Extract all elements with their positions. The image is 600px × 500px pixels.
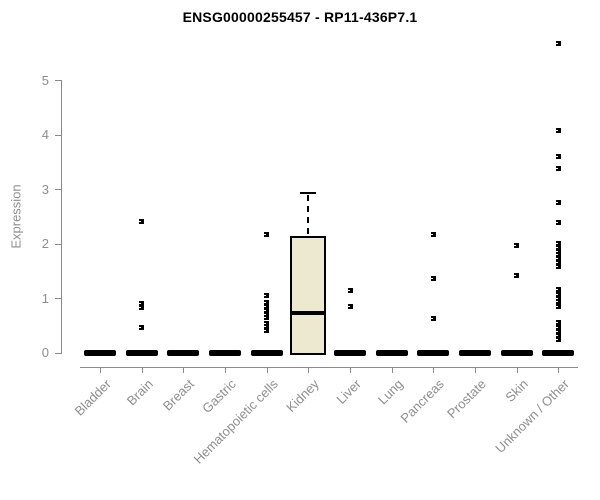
outlier-point — [555, 336, 561, 342]
collapsed-box-unknown-other — [542, 349, 575, 356]
x-tick — [516, 367, 518, 373]
y-tick-label: 4 — [41, 127, 49, 142]
outlier-point — [347, 304, 353, 310]
outlier-point — [555, 165, 561, 171]
x-tick — [558, 367, 560, 373]
outlier-point — [555, 295, 561, 301]
x-tick — [391, 367, 393, 373]
outlier-point — [347, 288, 353, 294]
x-tick — [225, 367, 226, 373]
outlier-point — [264, 328, 270, 334]
collapsed-box-hematopoietic-cells — [250, 349, 283, 356]
outlier-point — [555, 329, 561, 335]
x-tick — [266, 367, 268, 373]
outlier-point — [264, 314, 270, 320]
outlier-point — [139, 300, 145, 306]
outlier-point — [514, 272, 520, 278]
outlier-point — [555, 325, 561, 331]
x-tick — [475, 367, 477, 373]
outlier-point — [555, 128, 561, 134]
box-kidney — [290, 236, 327, 356]
outlier-point — [555, 248, 561, 254]
y-tick — [55, 134, 61, 136]
outlier-point — [264, 320, 270, 326]
y-tick — [55, 352, 61, 354]
collapsed-box-prostate — [459, 349, 492, 356]
y-tick — [55, 243, 61, 245]
y-tick-label: 0 — [41, 345, 49, 360]
y-tick-label: 1 — [41, 290, 49, 306]
outlier-point — [430, 231, 436, 237]
collapsed-box-pancreas — [417, 349, 450, 356]
outlier-point — [555, 333, 561, 339]
outlier-point — [514, 242, 520, 248]
outlier-point — [264, 311, 270, 317]
outlier-point — [264, 300, 270, 306]
y-tick — [55, 189, 61, 190]
collapsed-box-liver — [334, 349, 367, 356]
outlier-point — [555, 287, 561, 293]
y-tick-label: 3 — [41, 181, 49, 197]
x-tick — [308, 367, 310, 373]
y-tick — [55, 80, 61, 81]
outlier-point — [139, 324, 145, 330]
outlier-point — [555, 199, 561, 205]
x-tick — [141, 367, 143, 373]
y-tick-label: 2 — [41, 236, 49, 251]
outlier-point — [264, 304, 270, 310]
x-tick — [183, 367, 185, 373]
collapsed-box-bladder — [84, 349, 116, 356]
whisker-cap-kidney — [300, 191, 317, 194]
outlier-point — [139, 219, 145, 225]
x-tick — [350, 367, 352, 373]
outlier-point — [555, 244, 561, 250]
y-tick-label: 5 — [41, 72, 49, 88]
outlier-point — [555, 252, 561, 258]
outlier-point — [555, 40, 561, 46]
outlier-point — [555, 264, 561, 270]
collapsed-box-skin — [500, 349, 533, 356]
outlier-point — [264, 231, 270, 237]
outlier-point — [264, 308, 270, 314]
outlier-point — [555, 153, 561, 159]
collapsed-box-brain — [125, 349, 158, 356]
x-axis-line — [80, 367, 579, 368]
y-axis-line — [61, 80, 62, 354]
y-tick — [55, 298, 61, 299]
outlier-point — [555, 299, 561, 305]
outlier-point — [555, 260, 561, 266]
outlier-point — [555, 241, 561, 246]
outlier-point — [264, 293, 270, 299]
median-line-kidney — [292, 311, 325, 316]
x-tick — [100, 367, 101, 373]
outlier-point — [555, 291, 561, 297]
outlier-point — [555, 304, 561, 310]
whisker-kidney — [307, 194, 310, 236]
collapsed-box-breast — [167, 349, 200, 356]
collapsed-box-gastric — [209, 349, 241, 356]
outlier-point — [264, 324, 270, 330]
outlier-point — [555, 256, 561, 262]
outlier-point — [555, 219, 561, 225]
outlier-point — [555, 320, 561, 326]
collapsed-box-lung — [375, 349, 408, 356]
outlier-point — [139, 305, 145, 311]
chart-title: ENSG00000255457 - RP11-436P7.1 — [182, 9, 418, 25]
x-tick — [433, 367, 435, 373]
outlier-point — [430, 316, 436, 322]
outlier-point — [430, 276, 436, 282]
